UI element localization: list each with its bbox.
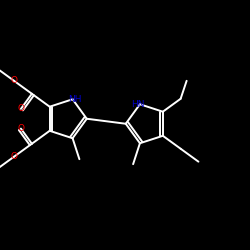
Text: O: O [18,104,24,114]
Text: HN: HN [131,100,145,109]
Text: O: O [10,76,18,85]
Text: O: O [18,124,24,133]
Text: NH: NH [68,95,81,104]
Text: O: O [10,152,18,161]
